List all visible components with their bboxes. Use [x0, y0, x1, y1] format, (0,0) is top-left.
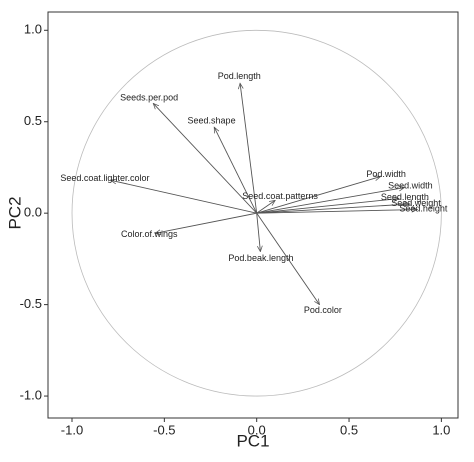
loading-label: Seed.width [388, 181, 433, 191]
x-tick-label: -0.5 [153, 422, 175, 437]
x-axis-label: PC1 [236, 431, 269, 450]
loading-label: Pod.beak.length [228, 253, 293, 263]
y-tick-label: -1.0 [20, 387, 42, 402]
loading-arrow [155, 212, 257, 233]
loading-label: Seed.height [399, 204, 448, 214]
loading-arrow [256, 188, 405, 214]
y-tick-label: 1.0 [24, 22, 42, 37]
loading-arrow [256, 204, 410, 214]
y-axis-label: PC2 [5, 196, 24, 229]
y-tick-label: 0.5 [24, 113, 42, 128]
loading-label: Seed.shape [188, 115, 236, 125]
loading-label: Seed.weight [391, 198, 441, 208]
y-tick-label: -0.5 [20, 296, 42, 311]
loading-arrow [256, 212, 320, 304]
loading-arrow [256, 199, 399, 214]
loading-label: Pod.color [304, 305, 342, 315]
loading-label: Pod.width [366, 169, 406, 179]
loading-label: Seed.length [381, 192, 429, 202]
loading-label: Pod.length [218, 71, 261, 81]
y-tick-label: 0.0 [24, 205, 42, 220]
loading-label: Color.of.wings [121, 229, 178, 239]
loading-arrow [240, 83, 258, 214]
loading-arrow [153, 103, 258, 214]
loading-arrow [256, 177, 381, 214]
plot-frame [47, 11, 459, 419]
loading-label: Seed.coat.patterns [242, 191, 318, 201]
x-tick-label: -1.0 [61, 422, 83, 437]
loading-arrow [256, 210, 418, 214]
loading-arrow [214, 127, 258, 214]
correlation-circle [71, 29, 442, 397]
x-tick-label: 0.5 [340, 422, 358, 437]
x-tick-label: 1.0 [432, 422, 450, 437]
x-tick-label: 0.0 [248, 422, 266, 437]
loading-label: Seeds.per.pod [120, 93, 178, 103]
loading-arrow [111, 180, 257, 214]
loading-label: Seed.coat.lighter.color [60, 173, 149, 183]
loading-arrow [256, 200, 275, 214]
loading-arrow [256, 213, 261, 251]
